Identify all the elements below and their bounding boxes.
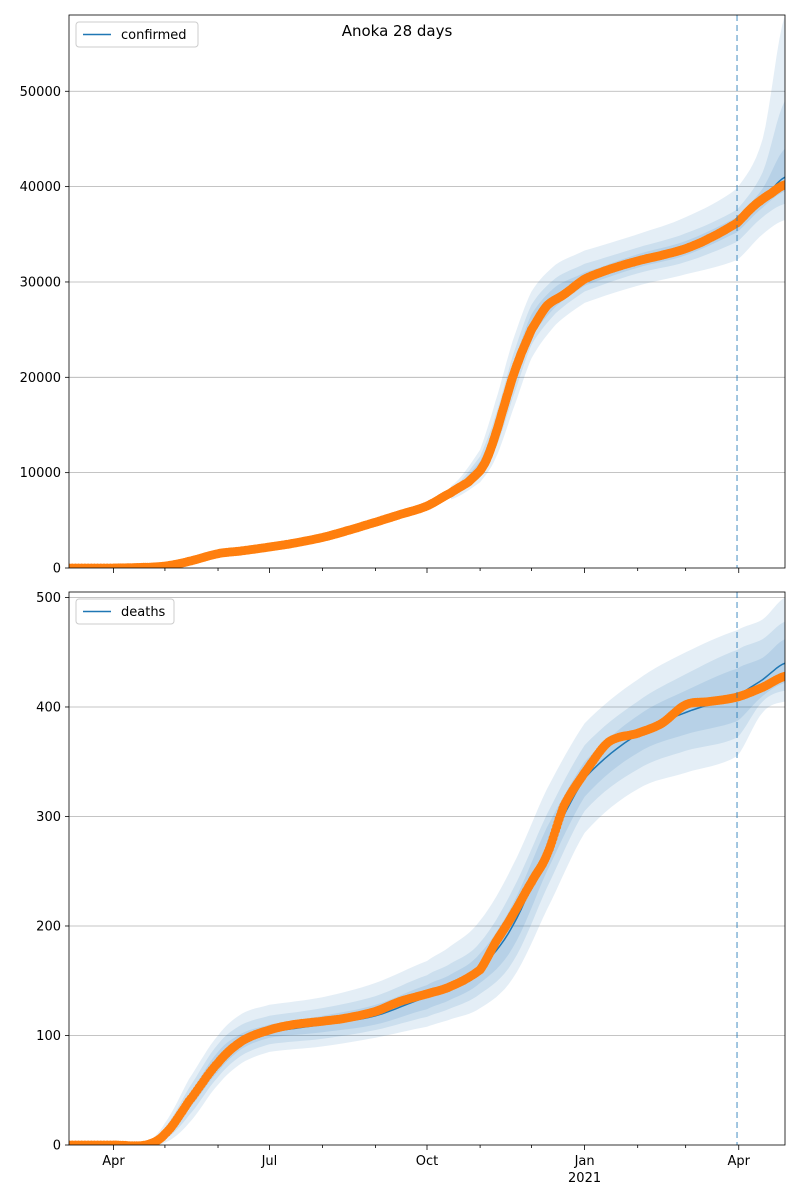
uncertainty-band-3 (451, 148, 785, 495)
y-tick-label: 500 (36, 591, 61, 606)
x-tick-label: Apr (728, 1154, 751, 1169)
legend: deaths (75, 598, 175, 625)
y-tick-label: 50000 (20, 85, 61, 100)
y-tick-label: 0 (53, 1139, 61, 1154)
deaths-panel: 0 100 200 300 400 500 Apr Jul Oct Jan 2021 Apr death… (36, 591, 786, 1186)
x-tick-label: Apr (102, 1154, 125, 1169)
y-tick-label: 20000 (20, 371, 61, 386)
observed-point (780, 671, 785, 681)
y-tick-label: 10000 (20, 466, 61, 481)
legend-label: deaths (121, 605, 166, 620)
y-tick-label: 400 (36, 700, 61, 715)
x-tick-label: Jul (261, 1154, 278, 1169)
chart-title: Anoka 28 days (342, 22, 453, 40)
uncertainty-band-1 (451, 15, 785, 500)
y-tick-label: 300 (36, 810, 61, 825)
legend-box (75, 598, 175, 625)
legend: confirmed (75, 21, 199, 48)
legend-box (75, 21, 199, 48)
x-tick-label: Jan (574, 1154, 595, 1169)
y-tick-label: 40000 (20, 180, 61, 195)
y-tick-label: 0 (53, 562, 61, 577)
uncertainty-band-2 (146, 621, 785, 1145)
x-tick-label: Oct (416, 1154, 438, 1169)
confirmed-panel: 0 10000 20000 30000 40000 50000 confirmed (20, 14, 786, 577)
uncertainty-band-3 (146, 639, 785, 1145)
y-tick-label: 100 (36, 1029, 61, 1044)
observed-point (780, 180, 785, 190)
plot-area (69, 597, 785, 1145)
y-tick-label: 30000 (20, 275, 61, 290)
legend-label: confirmed (121, 28, 187, 43)
y-tick-label: 200 (36, 919, 61, 934)
x-tick-sublabel: 2021 (568, 1171, 601, 1186)
plot-area (69, 15, 785, 568)
